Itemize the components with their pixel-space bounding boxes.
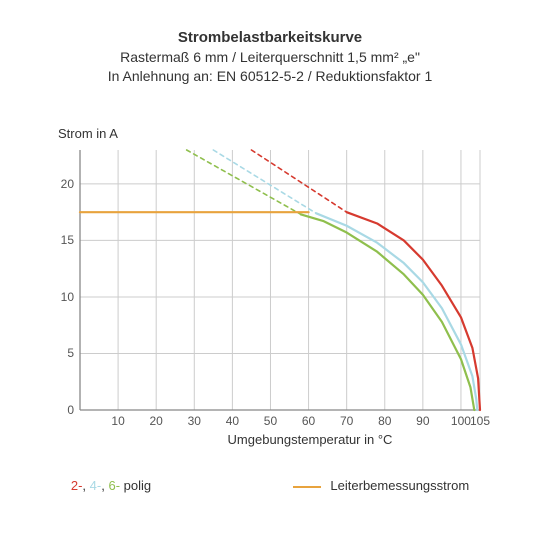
x-tick: 50 bbox=[255, 414, 285, 428]
y-tick: 10 bbox=[44, 290, 74, 304]
x-tick: 80 bbox=[370, 414, 400, 428]
x-axis-label: Umgebungstemperatur in °C bbox=[180, 432, 440, 447]
legend-rated-line bbox=[293, 486, 321, 488]
legend-2polig: 2- bbox=[71, 478, 83, 493]
legend-rated: Leiterbemessungsstrom bbox=[293, 478, 469, 493]
chart-title-sub1: Rastermaß 6 mm / Leiterquerschnitt 1,5 m… bbox=[0, 48, 540, 67]
y-tick: 15 bbox=[44, 233, 74, 247]
x-tick: 90 bbox=[408, 414, 438, 428]
x-tick: 40 bbox=[217, 414, 247, 428]
legend-4polig: 4- bbox=[90, 478, 102, 493]
legend-6polig: 6- bbox=[108, 478, 123, 493]
x-tick: 70 bbox=[332, 414, 362, 428]
legend-rated-label: Leiterbemessungsstrom bbox=[330, 478, 469, 493]
chart-plot bbox=[80, 150, 482, 412]
y-axis-label: Strom in A bbox=[58, 126, 118, 141]
x-tick: 30 bbox=[179, 414, 209, 428]
y-tick: 0 bbox=[44, 403, 74, 417]
chart-legend: 2-, 4-, 6- polig Leiterbemessungsstrom bbox=[0, 478, 540, 493]
chart-title-main: Strombelastbarkeitskurve bbox=[0, 28, 540, 48]
x-tick: 60 bbox=[294, 414, 324, 428]
y-tick: 20 bbox=[44, 177, 74, 191]
legend-sep1: , bbox=[82, 478, 86, 493]
x-tick: 20 bbox=[141, 414, 171, 428]
x-tick: 105 bbox=[465, 414, 495, 428]
y-tick: 5 bbox=[44, 346, 74, 360]
chart-titles: Strombelastbarkeitskurve Rastermaß 6 mm … bbox=[0, 0, 540, 86]
legend-polig-label: polig bbox=[124, 478, 151, 493]
legend-sep2: , bbox=[101, 478, 105, 493]
legend-polig: 2-, 4-, 6- polig bbox=[71, 478, 151, 493]
chart-title-sub2: In Anlehnung an: EN 60512-5-2 / Reduktio… bbox=[0, 67, 540, 86]
x-tick: 10 bbox=[103, 414, 133, 428]
chart-container: Strombelastbarkeitskurve Rastermaß 6 mm … bbox=[0, 0, 540, 540]
